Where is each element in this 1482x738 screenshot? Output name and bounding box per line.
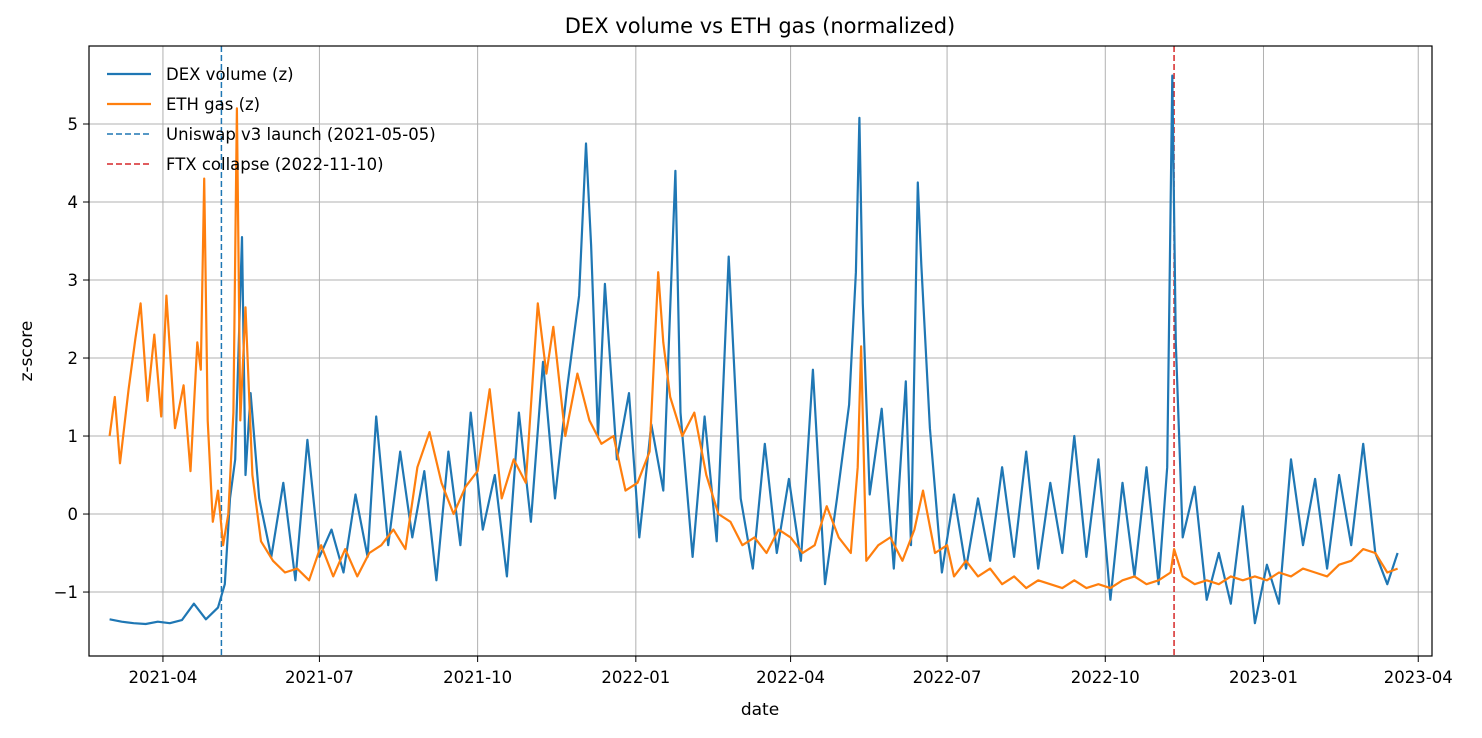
- x-tick-label: 2023-01: [1229, 668, 1298, 687]
- x-tick-label: 2022-04: [756, 668, 825, 687]
- legend: DEX volume (z) ETH gas (z) Uniswap v3 laun…: [107, 65, 436, 174]
- legend-label: ETH gas (z): [166, 95, 260, 114]
- y-axis-label: z-score: [17, 321, 37, 382]
- series-lines: [108, 74, 1399, 626]
- series-line: [109, 74, 1399, 626]
- y-tick-label: 1: [68, 427, 79, 446]
- y-axis: −1 0 1 2 3 4 5: [54, 115, 89, 602]
- legend-label: DEX volume (z): [166, 65, 294, 84]
- x-tick-label: 2021-10: [443, 668, 512, 687]
- chart-title: DEX volume vs ETH gas (normalized): [565, 14, 955, 38]
- x-tick-label: 2021-04: [128, 668, 197, 687]
- x-tick-label: 2022-07: [913, 668, 982, 687]
- x-tick-label: 2022-10: [1071, 668, 1140, 687]
- y-tick-label: 5: [68, 115, 79, 134]
- y-tick-label: 3: [68, 271, 79, 290]
- y-tick-label: 4: [68, 193, 79, 212]
- x-tick-label: 2021-07: [285, 668, 354, 687]
- legend-label: FTX collapse (2022-11-10): [166, 155, 384, 174]
- x-tick-label: 2023-04: [1384, 668, 1453, 687]
- x-axis-label: date: [741, 700, 779, 720]
- x-axis: 2021-04 2021-07 2021-10 2022-01 2022-04 2022-…: [128, 656, 1453, 687]
- series-line: [108, 107, 1398, 590]
- x-tick-label: 2022-01: [601, 668, 670, 687]
- y-tick-label: 0: [68, 505, 79, 524]
- y-tick-label: 2: [68, 349, 79, 368]
- plot-frame: [88, 45, 1433, 657]
- y-tick-label: −1: [54, 583, 78, 602]
- legend-label: Uniswap v3 launch (2021-05-05): [166, 125, 436, 144]
